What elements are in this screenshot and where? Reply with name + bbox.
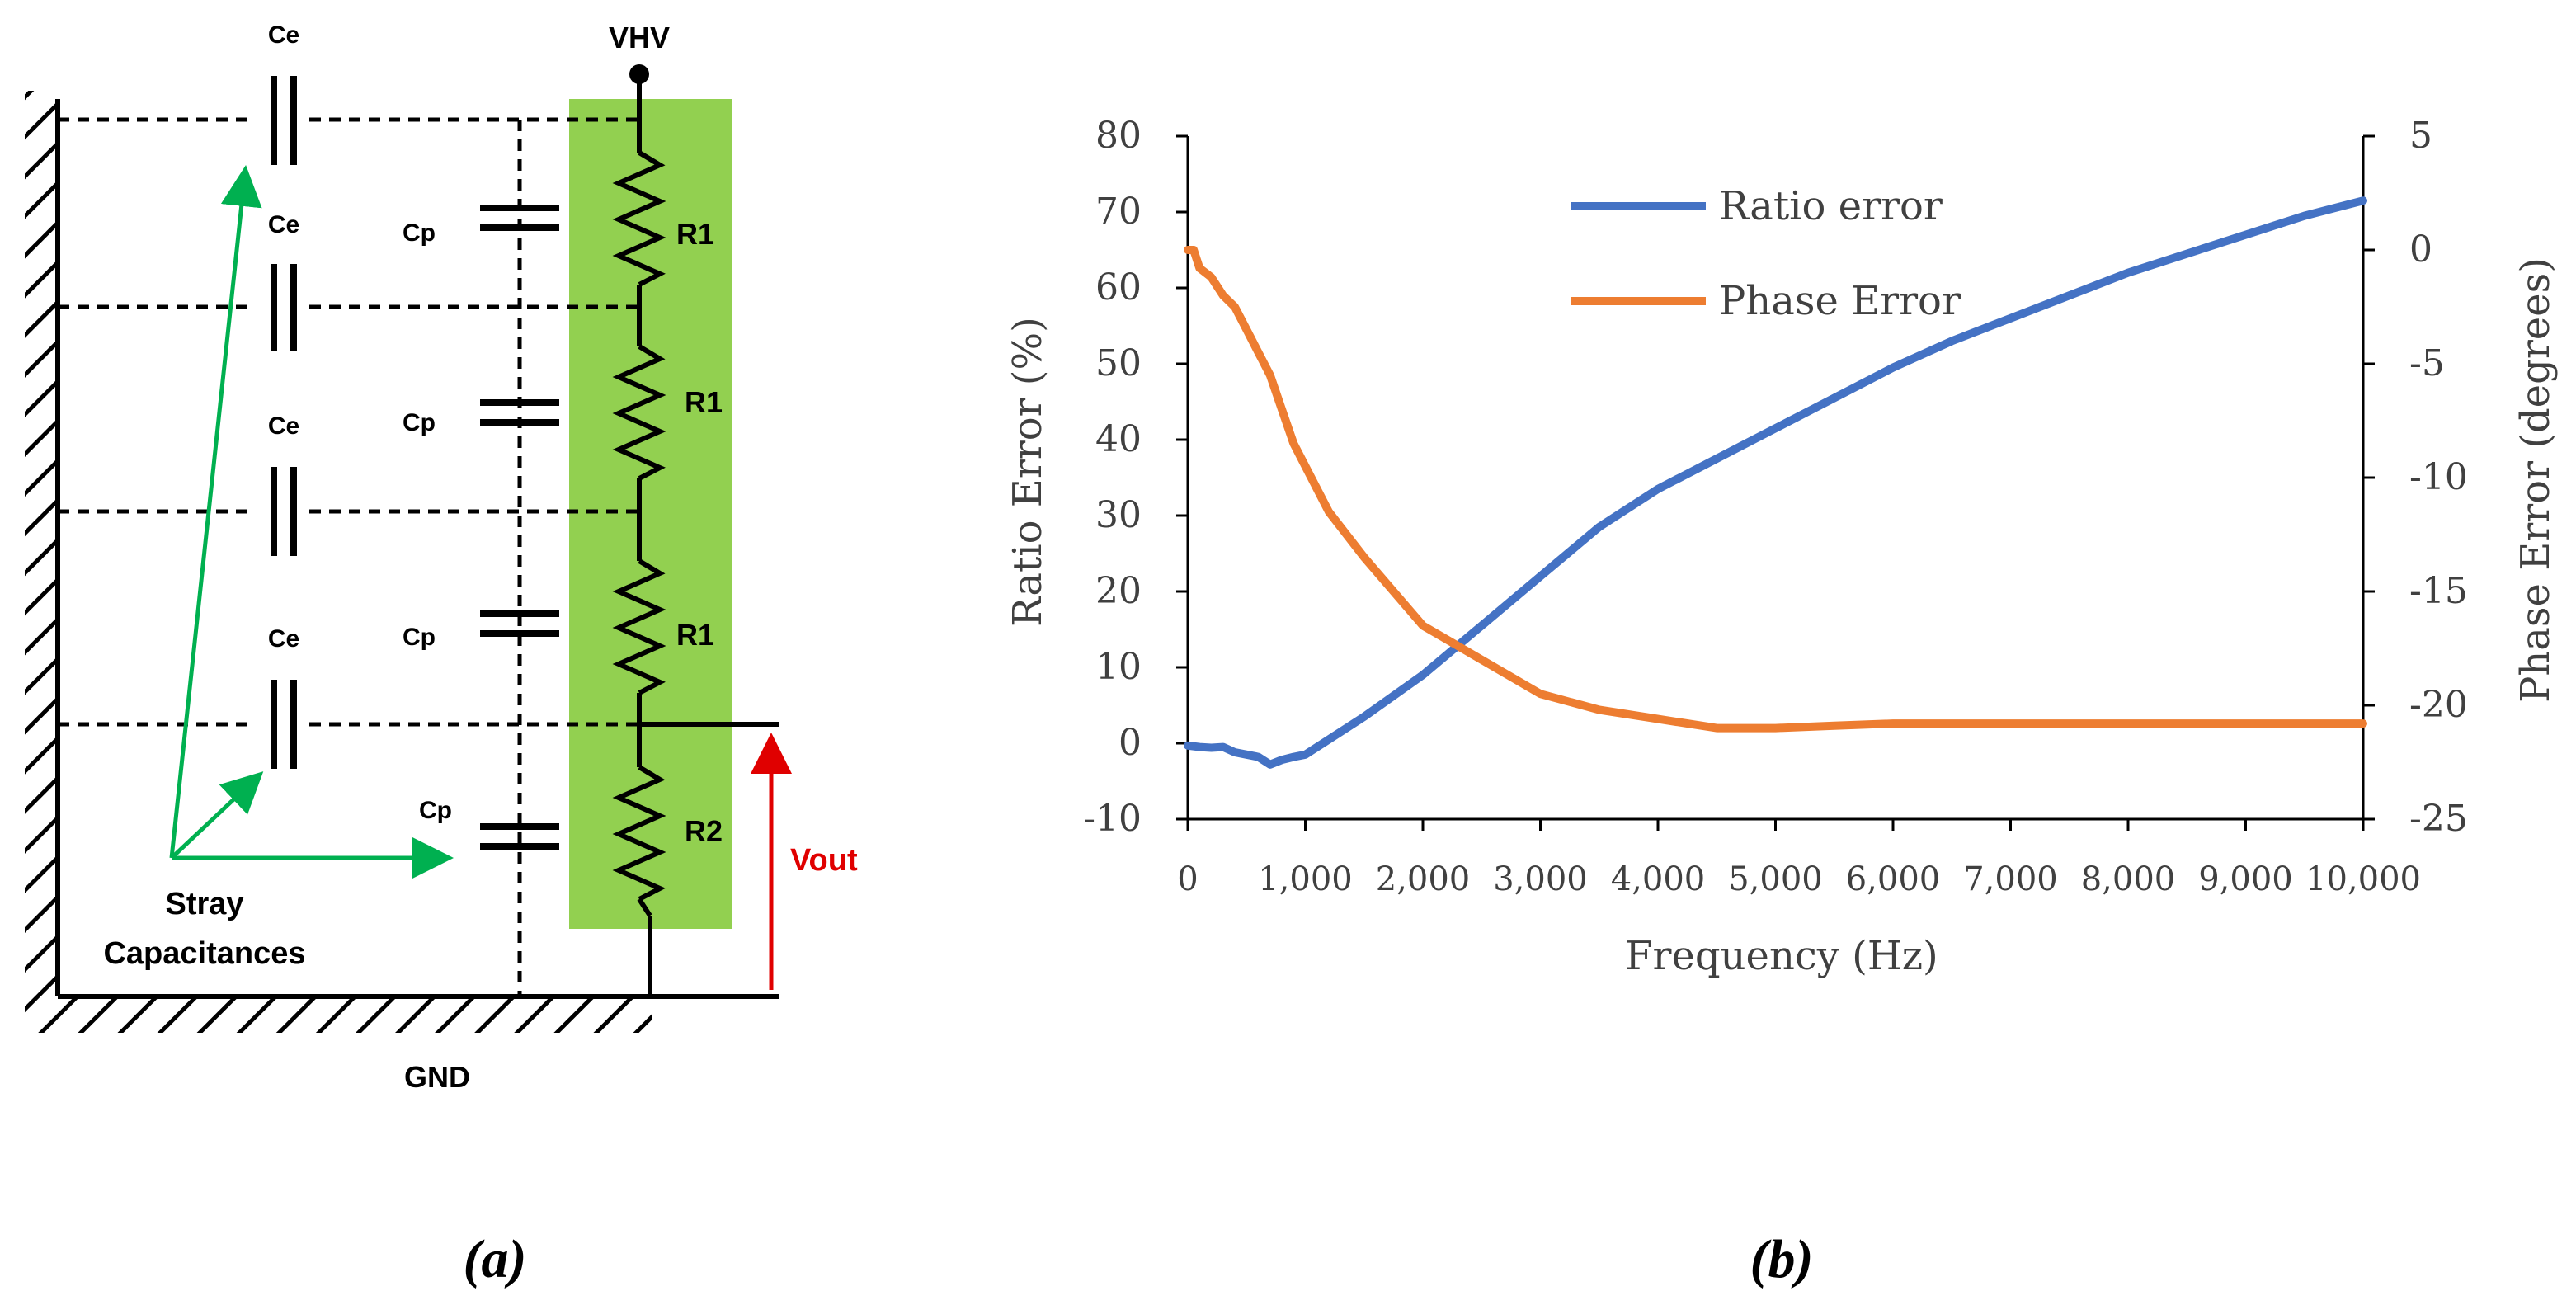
- y-tick-label-right: -15: [2409, 570, 2468, 612]
- vhv-node: [629, 64, 649, 84]
- cp-label-1: Cp: [403, 219, 436, 247]
- x-tick-label: 10,000: [2305, 860, 2421, 898]
- r1-label-1: R1: [676, 217, 714, 251]
- x-tick-label: 4,000: [1611, 860, 1706, 898]
- y-tick-label-left: 0: [1118, 722, 1142, 764]
- x-tick-label: 9,000: [2198, 860, 2293, 898]
- circuit-diagram: VHV GND Ce Ce Ce Ce Cp Cp Cp Cp R1 R1 R1…: [25, 21, 858, 1289]
- x-axis-title: Frequency (Hz): [1625, 933, 1938, 979]
- y-tick-label-right: 5: [2409, 115, 2432, 157]
- y-axis-title-right: Phase Error (degrees): [2512, 257, 2559, 703]
- earth-wall-hatching: [25, 91, 58, 998]
- y-tick-label-right: -25: [2409, 798, 2468, 840]
- y-tick-label-right: -20: [2409, 684, 2468, 726]
- x-tick-label: 1,000: [1258, 860, 1353, 898]
- resistor-r1-mid: [612, 344, 666, 481]
- y-axis-title-left: Ratio Error (%): [1005, 317, 1051, 627]
- y-tick-label-right: -5: [2409, 342, 2445, 384]
- earth-floor-hatching: [25, 996, 652, 1033]
- x-tick-label: 0: [1177, 860, 1198, 898]
- series-line-ratio-error: [1184, 196, 2367, 769]
- y-tick-label-left: 80: [1095, 115, 1142, 157]
- gnd-label: GND: [404, 1060, 470, 1094]
- y-tick-label-left: 60: [1095, 266, 1142, 309]
- legend-label: Phase Error: [1719, 278, 1961, 324]
- y-tick-label-left: 50: [1095, 342, 1142, 384]
- error-chart: 0 1,000 2,000 3,000 4,000 5,000 6,000 7,000 8,00…: [1005, 115, 2559, 1289]
- legend-label: Ratio error: [1719, 183, 1943, 229]
- earth-capacitors: [271, 76, 297, 769]
- y-tick-label-left: 30: [1095, 494, 1142, 536]
- x-tick-label: 2,000: [1376, 860, 1471, 898]
- x-tick-label: 3,000: [1493, 860, 1588, 898]
- ce-label-1: Ce: [268, 21, 299, 49]
- stray-label-line2: Capacitances: [103, 936, 305, 971]
- y-tick-label-left: -10: [1083, 798, 1142, 840]
- divider-box: [569, 99, 732, 929]
- cp-label-2: Cp: [403, 409, 436, 436]
- y-tick-label-left: 70: [1095, 191, 1142, 233]
- r1-label-3: R1: [676, 618, 714, 652]
- series-line-phase-error: [1184, 246, 2367, 733]
- vhv-label: VHV: [609, 21, 670, 54]
- y-tick-label-right: 0: [2409, 228, 2432, 271]
- y-tick-label-right: -10: [2409, 456, 2468, 498]
- x-tick-label: 5,000: [1728, 860, 1823, 898]
- r2-label: R2: [685, 814, 723, 848]
- r1-label-2: R1: [685, 385, 723, 419]
- caption-a: (a): [464, 1229, 527, 1289]
- ce-label-3: Ce: [268, 412, 299, 440]
- ce-label-2: Ce: [268, 211, 299, 238]
- x-tick-label: 7,000: [1963, 860, 2058, 898]
- vout-label: Vout: [790, 843, 858, 878]
- cp-label-4: Cp: [419, 797, 452, 824]
- stray-label-line1: Stray: [165, 887, 243, 921]
- parallel-capacitors: [480, 205, 559, 850]
- stray-earth-lines: [58, 117, 639, 996]
- resistor-r1-top: [612, 150, 666, 287]
- resistor-chain: [612, 74, 779, 996]
- stray-arrows: [169, 165, 454, 879]
- x-tick-label: 8,000: [2081, 860, 2176, 898]
- resistor-r1-low: [612, 558, 666, 695]
- cp-label-3: Cp: [403, 624, 436, 651]
- y-tick-label-left: 20: [1095, 570, 1142, 612]
- x-tick-label: 6,000: [1846, 860, 1941, 898]
- caption-b: (b): [1750, 1229, 1814, 1289]
- y-tick-label-left: 10: [1095, 646, 1142, 688]
- resistor-r2: [612, 765, 666, 902]
- y-tick-label-left: 40: [1095, 418, 1142, 460]
- ce-label-4: Ce: [268, 625, 299, 652]
